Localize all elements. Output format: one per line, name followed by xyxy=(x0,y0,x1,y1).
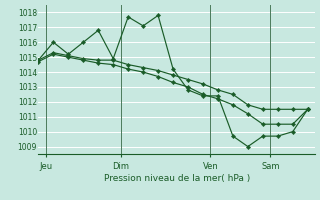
X-axis label: Pression niveau de la mer( hPa ): Pression niveau de la mer( hPa ) xyxy=(104,174,250,183)
